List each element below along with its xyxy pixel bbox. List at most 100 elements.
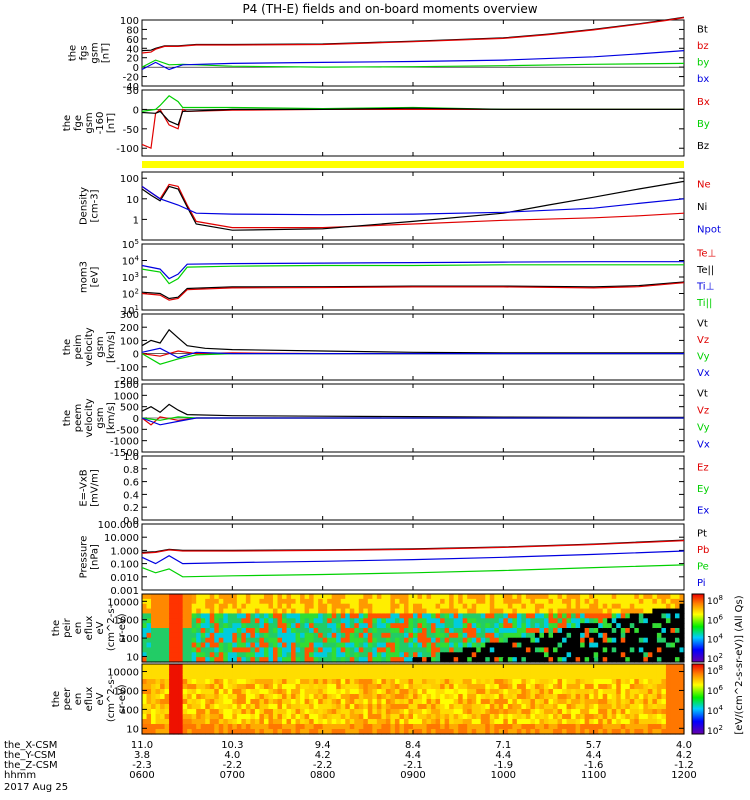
spectrogram-cell (679, 699, 685, 705)
spectrogram-cell (643, 628, 649, 634)
spectrogram-cell (562, 684, 568, 690)
spectrogram-cell (196, 603, 202, 610)
spectrogram-cell (444, 623, 450, 629)
spectrogram-cell (385, 679, 392, 685)
spectrogram-cell (566, 724, 572, 730)
spectrogram-cell (372, 637, 378, 644)
spectrogram-cell (313, 647, 319, 653)
spectrogram-cell (602, 694, 608, 700)
spectrogram-cell (453, 714, 459, 720)
spectrogram-cell (268, 594, 274, 600)
spectrogram-cell (534, 598, 541, 605)
spectrogram-cell (440, 657, 446, 663)
spectrogram-cell (268, 669, 274, 675)
spectrogram-cell (250, 628, 256, 634)
spectrogram-cell (485, 598, 491, 605)
spectrogram-cell (670, 689, 676, 695)
spectrogram-cell (381, 632, 387, 639)
spectrogram-cell (647, 637, 653, 644)
spectrogram-cell (345, 714, 351, 720)
spectrogram-cell (440, 724, 446, 730)
spectrogram-cell (607, 674, 613, 680)
spectrogram-cell (214, 674, 220, 680)
spectrogram-cell (160, 608, 166, 615)
panel-peim: 3002001000-100-200thepeimvelocitygsm[km/… (62, 310, 710, 387)
spectrogram-cell (498, 694, 504, 700)
spectrogram-cell (354, 719, 360, 725)
spectrogram-cell (263, 689, 270, 695)
spectrogram-cell (300, 598, 306, 605)
spectrogram-cell (191, 674, 197, 680)
spectrogram-cell (178, 623, 184, 629)
spectrogram-cell (625, 603, 631, 610)
spectrogram-cell (272, 714, 279, 720)
spectrogram-cell (656, 657, 663, 663)
y-axis-label-line: the (51, 620, 62, 636)
spectrogram-cell (589, 608, 595, 615)
spectrogram-cell (507, 652, 513, 658)
spectrogram-cell (476, 724, 482, 730)
spectrogram-cell (155, 699, 161, 705)
spectrogram-cell (489, 598, 495, 605)
spectrogram-cell (381, 642, 387, 649)
spectrogram-cell (394, 594, 401, 600)
spectrogram-cell (494, 729, 500, 735)
spectrogram-cell (327, 642, 333, 649)
spectrogram-cell (557, 684, 563, 690)
spectrogram-cell (390, 647, 396, 653)
spectrogram-cell (480, 603, 486, 610)
spectrogram-cell (236, 623, 242, 629)
spectrogram-cell (169, 623, 175, 629)
spectrogram-cell (286, 628, 292, 634)
spectrogram-cell (539, 603, 545, 610)
colorbar-tick-exponent: 8 (718, 594, 722, 602)
spectrogram-cell (426, 669, 432, 675)
spectrogram-cell (385, 709, 392, 715)
spectrogram-cell (507, 724, 513, 730)
spectrogram-cell (399, 714, 405, 720)
spectrogram-cell (272, 729, 279, 735)
spectrogram-cell (625, 674, 631, 680)
spectrogram-cell (381, 628, 387, 634)
spectrogram-cell (300, 729, 306, 735)
spectrogram-cell (634, 623, 640, 629)
spectrogram-cell (254, 729, 261, 735)
y-tick-label: 60 (126, 35, 139, 46)
spectrogram-cell (349, 684, 355, 690)
spectrogram-cell (358, 618, 364, 624)
spectrogram-cell (557, 603, 563, 610)
spectrogram-cell (453, 628, 459, 634)
spectrogram-cell (489, 623, 495, 629)
spectrogram-cell (200, 594, 206, 600)
spectrogram-cell (318, 714, 324, 720)
spectrogram-cell (182, 613, 188, 619)
spectrogram-cell (611, 647, 617, 653)
spectrogram-cell (422, 598, 428, 605)
spectrogram-cell (543, 637, 550, 644)
legend-entry: bz (697, 41, 709, 52)
spectrogram-cell (259, 674, 265, 680)
spectrogram-cell (507, 632, 513, 639)
spectrogram-cell (521, 632, 527, 639)
spectrogram-cell (548, 642, 554, 649)
spectrogram-cell (530, 709, 536, 715)
spectrogram-cell (385, 623, 392, 629)
legend-entry: Vx (697, 368, 710, 379)
spectrogram-cell (643, 664, 649, 670)
spectrogram-cell (408, 613, 414, 619)
spectrogram-cell (268, 613, 274, 619)
spectrogram-cell (272, 623, 279, 629)
spectrogram-cell (286, 714, 292, 720)
spectrogram-cell (467, 657, 473, 663)
spectrogram-cell (390, 669, 396, 675)
spectrogram-cell (674, 603, 681, 610)
spectrogram-cell (498, 628, 504, 634)
spectrogram-cell (458, 704, 464, 710)
spectrogram-cell (589, 623, 595, 629)
spectrogram-cell (146, 613, 152, 619)
spectrogram-cell (507, 714, 513, 720)
spectrogram-cell (426, 613, 432, 619)
spectrogram-cell (309, 603, 315, 610)
spectrogram-cell (322, 603, 328, 610)
spectrogram-cell (169, 598, 175, 605)
